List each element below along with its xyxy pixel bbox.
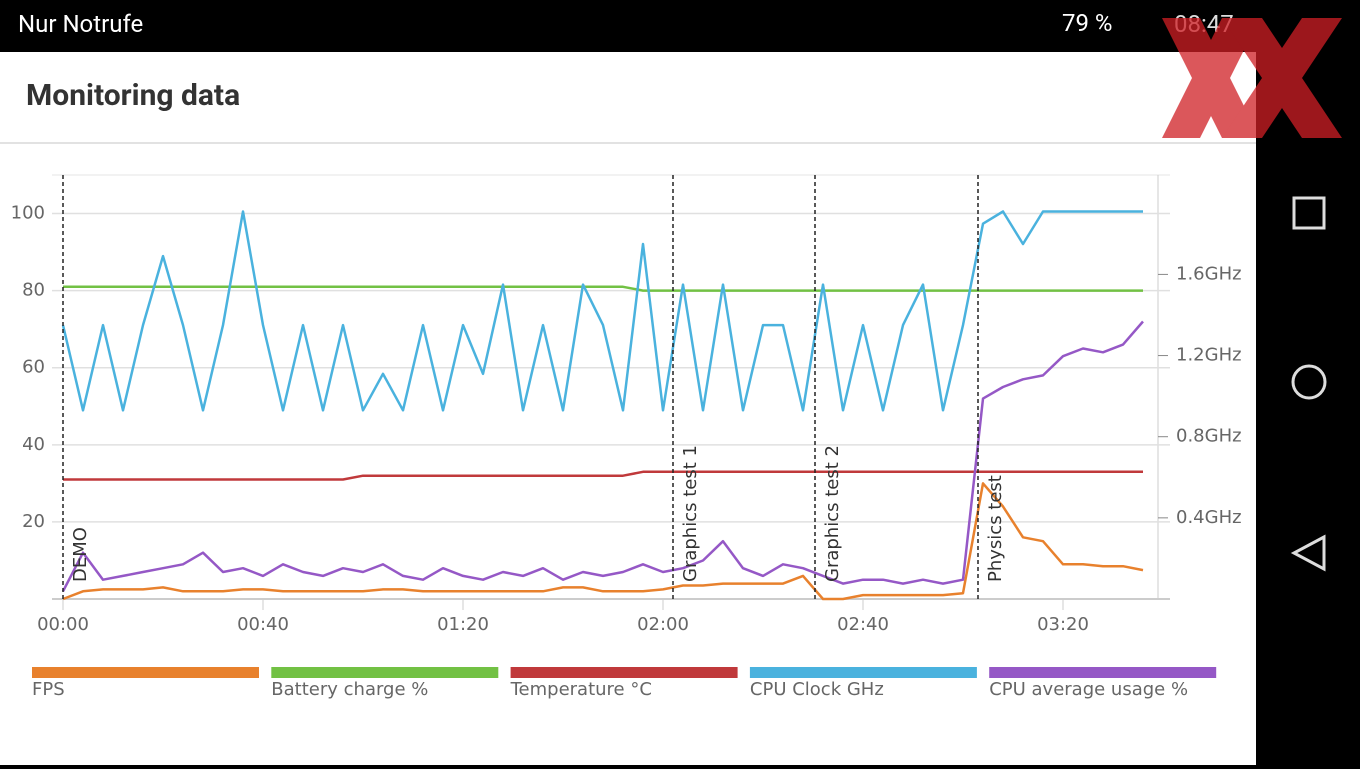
y-tick-label: 20	[22, 511, 45, 532]
legend-swatch	[749, 667, 977, 678]
header: Monitoring data	[0, 52, 1256, 144]
marker-label: Graphics test 2	[822, 445, 843, 582]
card: Monitoring data	[0, 52, 1256, 765]
watermark	[1162, 18, 1342, 138]
series-line	[61, 210, 1143, 412]
legend-swatch	[271, 667, 499, 678]
status-bar: Nur Notrufe 79 % 08:47	[0, 0, 1360, 50]
recent-button[interactable]	[1292, 196, 1326, 230]
y-tick-label: 40	[22, 434, 45, 455]
series-line	[63, 470, 1143, 481]
marker-label: Physics test	[985, 475, 1006, 582]
back-button[interactable]	[1290, 534, 1326, 572]
series-line	[62, 482, 1144, 601]
marker-label: DEMO	[70, 527, 91, 582]
marker-label: Graphics test 1	[680, 445, 701, 582]
series-line	[63, 285, 1143, 292]
legend-swatch	[32, 667, 259, 678]
nav-bar	[1258, 50, 1360, 765]
nav-icons	[1290, 196, 1327, 572]
x-tick-label: 01:20	[437, 614, 489, 635]
x-tick-label: 00:40	[237, 614, 289, 635]
series-line	[61, 320, 1144, 592]
y-tick-label: 100	[11, 203, 45, 224]
home-button[interactable]	[1291, 364, 1327, 400]
legend-label: Temperature °C	[510, 679, 652, 700]
y-tick-label: 80	[22, 280, 45, 301]
y2-tick-label: 0.8GHz	[1176, 426, 1242, 447]
battery: 79 %	[1062, 9, 1113, 37]
y2-tick-label: 0.4GHz	[1176, 507, 1242, 528]
legend-label: CPU Clock GHz	[750, 679, 884, 700]
x-tick-label: 02:40	[837, 614, 889, 635]
x-tick-label: 03:20	[1037, 614, 1089, 635]
legend-swatch	[989, 667, 1217, 678]
x-tick-label: 00:00	[37, 614, 89, 635]
y2-tick-label: 1.2GHz	[1176, 345, 1242, 366]
carrier: Nur Notrufe	[18, 10, 144, 38]
header-title: Monitoring data	[26, 78, 241, 113]
legend-label: Battery charge %	[271, 679, 428, 700]
legend-label: FPS	[32, 679, 65, 700]
legend-label: CPU average usage %	[989, 679, 1188, 700]
y-tick-label: 60	[22, 357, 45, 378]
legend-swatch	[510, 667, 738, 678]
x-tick-label: 02:00	[637, 614, 689, 635]
y2-tick-label: 1.6GHz	[1176, 263, 1242, 284]
